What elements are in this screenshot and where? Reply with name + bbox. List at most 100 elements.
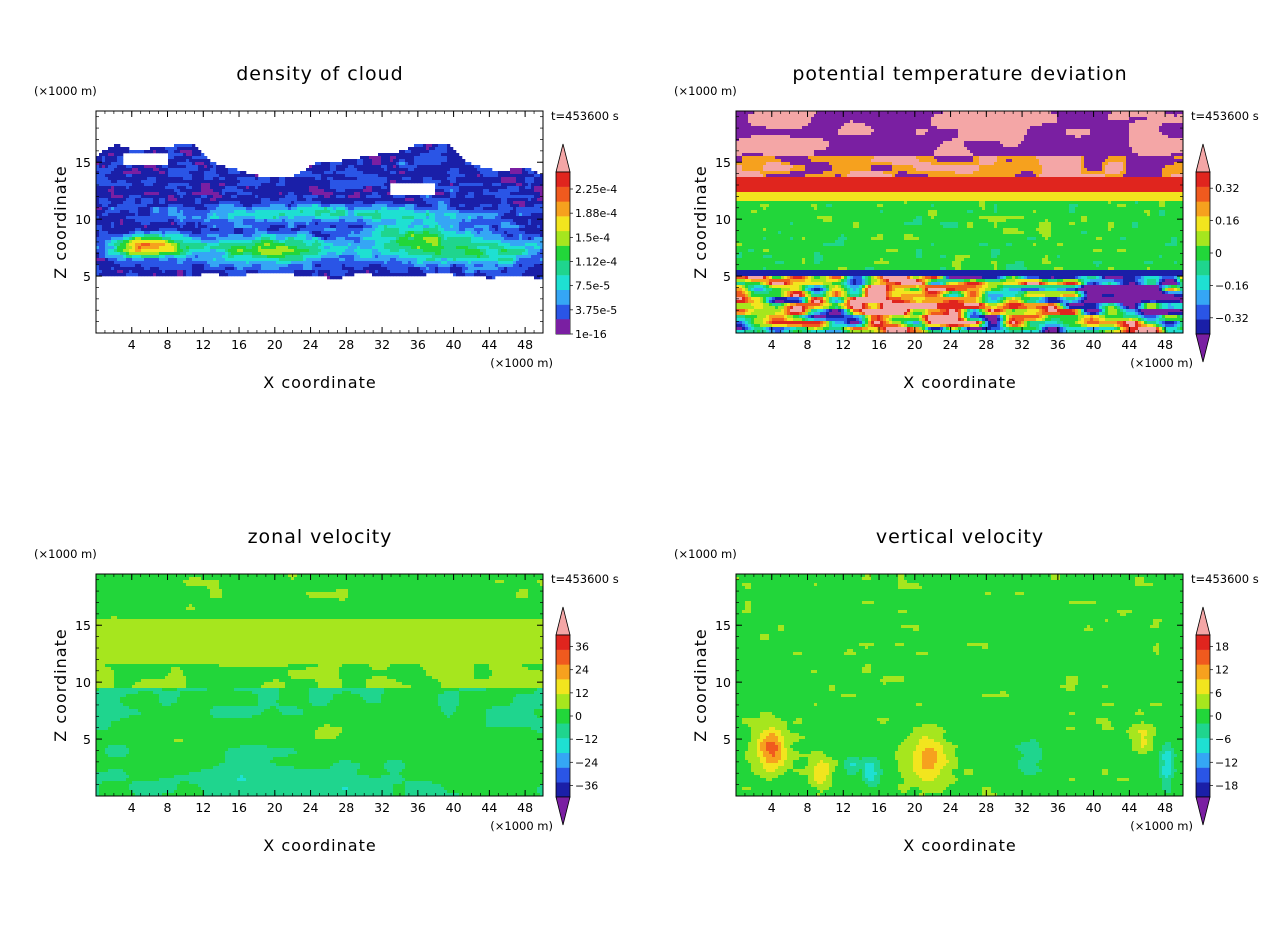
heatmap-cell: [396, 168, 400, 172]
heatmap-cell: [408, 156, 412, 160]
heatmap-cell: [210, 261, 214, 265]
heatmap-cell: [291, 201, 295, 205]
heatmap-cell: [459, 186, 463, 190]
heatmap-cell: [126, 189, 130, 193]
heatmap-cell: [147, 207, 151, 211]
heatmap-cell: [246, 219, 250, 223]
heatmap-cell: [264, 210, 268, 214]
heatmap-cell: [453, 270, 457, 274]
heatmap-cell: [210, 183, 214, 187]
heatmap-cell: [465, 231, 469, 235]
heatmap-cell: [321, 273, 325, 277]
heatmap-cell: [111, 273, 115, 277]
heatmap-cell: [309, 246, 313, 250]
heatmap-cell: [330, 171, 334, 175]
heatmap-cell: [468, 177, 472, 181]
heatmap-cell: [186, 147, 190, 151]
heatmap-cell: [105, 204, 109, 208]
heatmap-cell: [255, 204, 259, 208]
heatmap-cell: [243, 201, 247, 205]
heatmap-cell: [261, 219, 265, 223]
heatmap-cell: [384, 222, 388, 226]
heatmap-cell: [147, 210, 151, 214]
heatmap-cell: [351, 171, 355, 175]
heatmap-cell: [228, 192, 232, 196]
heatmap-cell: [144, 234, 148, 238]
heatmap-cell: [120, 168, 124, 172]
heatmap-cell: [420, 213, 424, 217]
heatmap-cell: [153, 261, 157, 265]
heatmap-cell: [414, 180, 418, 184]
heatmap-cell: [366, 264, 370, 268]
heatmap-cell: [420, 153, 424, 157]
heatmap-cell: [189, 177, 193, 181]
heatmap-cell: [294, 270, 298, 274]
heatmap-cell: [171, 243, 175, 247]
heatmap-cell: [126, 204, 130, 208]
heatmap-cell: [162, 177, 166, 181]
heatmap-cell: [396, 180, 400, 184]
heatmap-cell: [174, 216, 178, 220]
heatmap-cell: [105, 201, 109, 205]
heatmap-cell: [399, 204, 403, 208]
heatmap-cell: [339, 168, 343, 172]
heatmap-cell: [339, 183, 343, 187]
heatmap-cell: [378, 156, 382, 160]
heatmap-cell: [210, 195, 214, 199]
heatmap-cell: [174, 213, 178, 217]
heatmap-cell: [198, 201, 202, 205]
heatmap-cell: [408, 270, 412, 274]
heatmap-cell: [348, 264, 352, 268]
heatmap-cell: [408, 159, 412, 163]
heatmap-cell: [96, 168, 100, 172]
heatmap-cell: [285, 261, 289, 265]
heatmap-cell: [459, 243, 463, 247]
heatmap-cell: [321, 177, 325, 181]
heatmap-cell: [348, 225, 352, 229]
heatmap-cell: [408, 219, 412, 223]
heatmap-cell: [384, 216, 388, 220]
heatmap-cell: [285, 255, 289, 259]
heatmap-cell: [159, 237, 163, 241]
heatmap-cell: [306, 270, 310, 274]
heatmap-cell: [333, 255, 337, 259]
heatmap-cell: [135, 237, 139, 241]
heatmap-cell: [444, 171, 448, 175]
heatmap-cell: [432, 261, 436, 265]
heatmap-cell: [102, 195, 106, 199]
heatmap-cell: [111, 192, 115, 196]
heatmap-cell: [186, 273, 190, 277]
heatmap-cell: [195, 195, 199, 199]
heatmap-cell: [348, 228, 352, 232]
heatmap-cell: [243, 213, 247, 217]
heatmap-cell: [408, 228, 412, 232]
heatmap-cell: [210, 258, 214, 262]
heatmap-cell: [339, 258, 343, 262]
heatmap-cell: [264, 243, 268, 247]
heatmap-cell: [165, 183, 169, 187]
heatmap-cell: [459, 225, 463, 229]
heatmap-cell: [393, 213, 397, 217]
heatmap-cell: [351, 234, 355, 238]
heatmap-cell: [273, 189, 277, 193]
heatmap-cell: [123, 168, 127, 172]
heatmap-cell: [465, 258, 469, 262]
heatmap-cell: [156, 147, 160, 151]
heatmap-cell: [240, 243, 244, 247]
heatmap-cell: [300, 240, 304, 244]
heatmap-cell: [180, 147, 184, 151]
heatmap-cell: [318, 270, 322, 274]
heatmap-cell: [447, 270, 451, 274]
heatmap-cell: [258, 180, 262, 184]
heatmap-cell: [432, 246, 436, 250]
heatmap-cell: [324, 168, 328, 172]
heatmap-cell: [315, 240, 319, 244]
heatmap-cell: [180, 195, 184, 199]
heatmap-cell: [351, 231, 355, 235]
heatmap-cell: [204, 270, 208, 274]
heatmap-cell: [204, 177, 208, 181]
heatmap-cell: [441, 186, 445, 190]
heatmap-cell: [306, 198, 310, 202]
heatmap-cell: [459, 237, 463, 241]
heatmap-cell: [189, 243, 193, 247]
